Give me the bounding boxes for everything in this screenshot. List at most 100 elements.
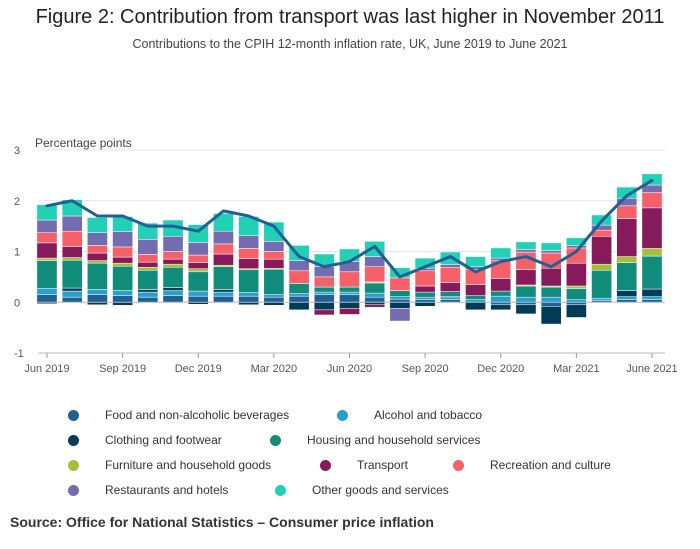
bar-segment[interactable] bbox=[263, 221, 285, 242]
bar-segment[interactable] bbox=[389, 296, 411, 300]
bar-segment[interactable] bbox=[162, 295, 184, 303]
bar-segment[interactable] bbox=[566, 288, 587, 300]
bar-segment[interactable] bbox=[313, 276, 335, 288]
bar-segment[interactable] bbox=[339, 308, 360, 315]
bar-segment[interactable] bbox=[566, 245, 587, 249]
bar-segment[interactable] bbox=[112, 231, 133, 248]
bar-segment[interactable] bbox=[490, 304, 512, 311]
bar-segment[interactable] bbox=[540, 250, 562, 254]
bar-segment[interactable] bbox=[339, 286, 360, 293]
bar-segment[interactable] bbox=[61, 259, 83, 289]
bar-segment[interactable] bbox=[389, 290, 411, 297]
bar-segment[interactable] bbox=[339, 302, 360, 309]
bar-segment[interactable] bbox=[87, 245, 108, 254]
bar-segment[interactable] bbox=[465, 256, 486, 267]
bar-segment[interactable] bbox=[87, 217, 108, 233]
bar-segment[interactable] bbox=[137, 261, 159, 268]
bar-segment[interactable] bbox=[641, 288, 663, 297]
bar-segment[interactable] bbox=[440, 282, 461, 292]
legend-item[interactable]: Restaurants and hotels bbox=[68, 483, 228, 497]
bar-segment[interactable] bbox=[162, 266, 184, 288]
bar-segment[interactable] bbox=[61, 287, 83, 292]
bar-segment[interactable] bbox=[313, 286, 335, 293]
bar-segment[interactable] bbox=[339, 294, 360, 303]
bar-segment[interactable] bbox=[389, 277, 411, 291]
bar-segment[interactable] bbox=[213, 243, 234, 255]
bar-segment[interactable] bbox=[61, 257, 83, 261]
bar-segment[interactable] bbox=[238, 258, 259, 270]
bar-segment[interactable] bbox=[213, 291, 234, 297]
bar-segment[interactable] bbox=[87, 260, 108, 264]
bar-segment[interactable] bbox=[112, 256, 133, 264]
bar-segment[interactable] bbox=[414, 302, 436, 307]
bar-segment[interactable] bbox=[440, 264, 461, 268]
bar-segment[interactable] bbox=[162, 290, 184, 296]
bar-segment[interactable] bbox=[490, 278, 512, 292]
bar-segment[interactable] bbox=[364, 292, 386, 298]
legend-item[interactable]: Alcohol and tobacco bbox=[337, 408, 482, 422]
bar-segment[interactable] bbox=[641, 296, 663, 300]
bar-segment[interactable] bbox=[162, 251, 184, 260]
bar-segment[interactable] bbox=[490, 247, 512, 259]
bar-segment[interactable] bbox=[87, 289, 108, 295]
bar-segment[interactable] bbox=[616, 262, 638, 291]
bar-segment[interactable] bbox=[36, 257, 58, 261]
bar-segment[interactable] bbox=[36, 219, 58, 233]
bar-segment[interactable] bbox=[515, 241, 537, 250]
bar-segment[interactable] bbox=[389, 308, 411, 322]
bar-segment[interactable] bbox=[238, 295, 259, 303]
legend-item[interactable]: Clothing and footwear bbox=[68, 433, 222, 447]
bar-segment[interactable] bbox=[641, 207, 663, 249]
bar-segment[interactable] bbox=[263, 294, 285, 298]
bar-segment[interactable] bbox=[540, 242, 562, 251]
bar-segment[interactable] bbox=[540, 267, 562, 287]
bar-segment[interactable] bbox=[87, 294, 108, 303]
bar-segment[interactable] bbox=[137, 266, 159, 271]
bar-segment[interactable] bbox=[213, 295, 234, 303]
bar-segment[interactable] bbox=[162, 263, 184, 268]
legend-item[interactable]: Housing and household services bbox=[270, 433, 480, 447]
bar-segment[interactable] bbox=[288, 260, 310, 272]
bar-segment[interactable] bbox=[515, 285, 537, 298]
bar-segment[interactable] bbox=[465, 302, 486, 311]
bar-segment[interactable] bbox=[263, 296, 285, 303]
bar-segment[interactable] bbox=[591, 236, 612, 265]
bar-segment[interactable] bbox=[288, 295, 310, 303]
bar-segment[interactable] bbox=[61, 296, 83, 303]
bar-segment[interactable] bbox=[364, 266, 386, 283]
bar-segment[interactable] bbox=[36, 288, 58, 295]
bar-segment[interactable] bbox=[137, 254, 159, 263]
bar-segment[interactable] bbox=[540, 306, 562, 325]
bar-segment[interactable] bbox=[238, 235, 259, 249]
bar-segment[interactable] bbox=[440, 297, 461, 300]
bar-segment[interactable] bbox=[137, 289, 159, 293]
bar-segment[interactable] bbox=[540, 302, 562, 307]
bar-segment[interactable] bbox=[313, 266, 335, 278]
bar-segment[interactable] bbox=[187, 295, 209, 303]
bar-segment[interactable] bbox=[490, 290, 512, 297]
bar-segment[interactable] bbox=[616, 290, 638, 297]
bar-segment[interactable] bbox=[36, 294, 58, 303]
bar-segment[interactable] bbox=[137, 270, 159, 290]
bar-segment[interactable] bbox=[490, 295, 512, 303]
bar-segment[interactable] bbox=[414, 291, 436, 298]
bar-segment[interactable] bbox=[313, 294, 335, 303]
bar-segment[interactable] bbox=[187, 271, 209, 292]
bar-segment[interactable] bbox=[36, 242, 58, 259]
legend-item[interactable]: Recreation and culture bbox=[453, 458, 611, 472]
bar-segment[interactable] bbox=[566, 304, 587, 318]
bar-segment[interactable] bbox=[591, 263, 612, 271]
bar-segment[interactable] bbox=[187, 242, 209, 256]
bar-segment[interactable] bbox=[515, 304, 537, 315]
bar-segment[interactable] bbox=[112, 295, 133, 303]
bar-segment[interactable] bbox=[137, 239, 159, 255]
bar-segment[interactable] bbox=[61, 215, 83, 232]
bar-segment[interactable] bbox=[213, 230, 234, 245]
bar-segment[interactable] bbox=[187, 268, 209, 273]
bar-segment[interactable] bbox=[112, 262, 133, 267]
bar-segment[interactable] bbox=[213, 289, 234, 293]
bar-segment[interactable] bbox=[591, 297, 612, 301]
bar-segment[interactable] bbox=[61, 230, 83, 247]
bar-segment[interactable] bbox=[515, 269, 537, 286]
bar-segment[interactable] bbox=[566, 262, 587, 287]
